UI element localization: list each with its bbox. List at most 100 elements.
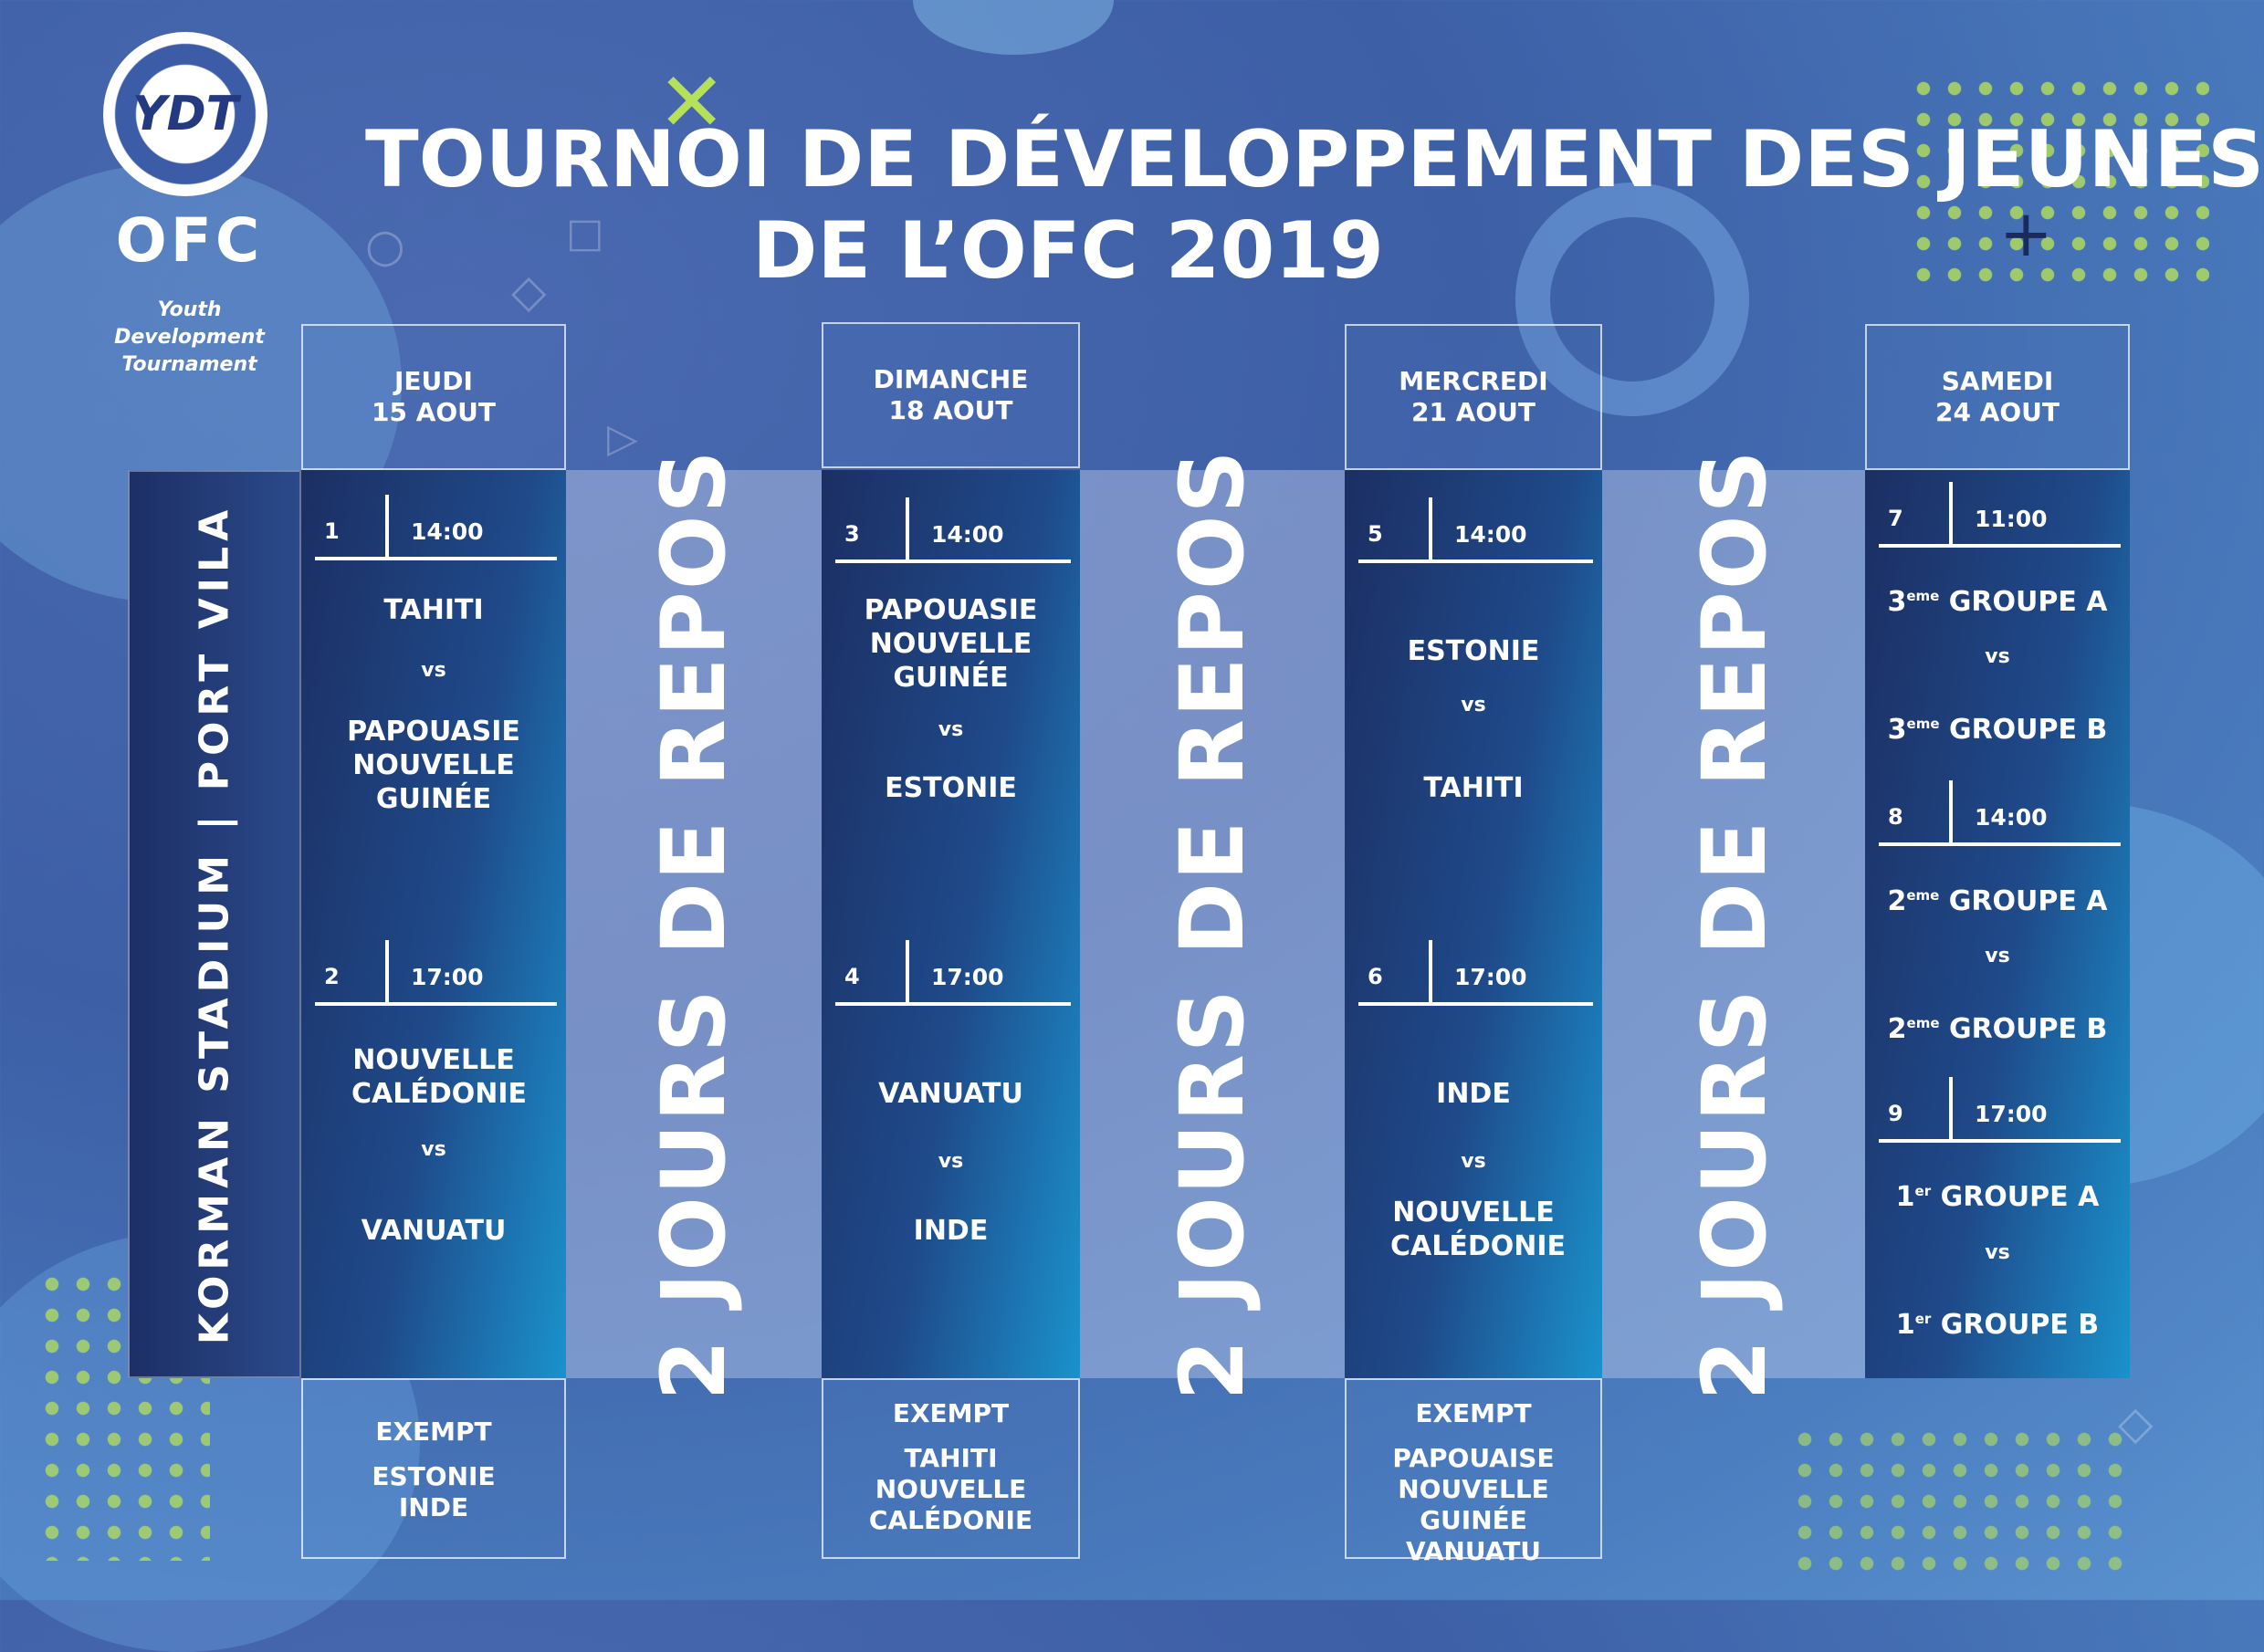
bg-blob xyxy=(913,0,1114,55)
exempt-team: NOUVELLE xyxy=(875,1474,1027,1504)
divider xyxy=(906,497,909,561)
match-time: 14:00 xyxy=(1975,804,2048,831)
divider xyxy=(1429,940,1432,1004)
match-number: 5 xyxy=(1368,521,1383,547)
rank: 2 xyxy=(1887,1013,1907,1045)
square-icon: □ xyxy=(566,210,604,256)
rank-suffix: eme xyxy=(1906,588,1940,604)
title-line2: DE L’OFC 2019 xyxy=(751,205,1385,297)
day-date: 24 AOUT xyxy=(1934,397,2060,427)
divider xyxy=(1879,1139,2121,1143)
page-title: TOURNOI DE DÉVELOPPEMENT DES JEUNES DE L… xyxy=(365,114,2264,297)
match-header: 5 14:00 xyxy=(1345,497,1602,570)
exempt-box: EXEMPT ESTONIE INDE xyxy=(301,1378,566,1559)
exempt-team: NOUVELLE GUINÉE xyxy=(1398,1474,1549,1535)
home-team: 3eme GROUPE A xyxy=(1865,580,2130,619)
group-label: GROUPE A xyxy=(1948,586,2108,618)
vs-label: vs xyxy=(1461,694,1486,716)
away-team: PAPOUASIE NOUVELLE GUINÉE xyxy=(347,716,520,815)
divider xyxy=(1949,780,1953,844)
divider xyxy=(1879,544,2121,548)
day-header: MERCREDI 21 AOUT xyxy=(1345,324,1602,470)
exempt-teams: PAPOUAISE NOUVELLE GUINÉE VANUATU xyxy=(1347,1443,1600,1567)
exempt-team: TAHITI xyxy=(904,1443,998,1473)
divider xyxy=(906,940,909,1004)
match-header: 1 14:00 xyxy=(301,495,566,568)
divider xyxy=(835,1002,1071,1006)
away-team: INDE xyxy=(913,1215,989,1247)
day-header: SAMEDI 24 AOUT xyxy=(1865,324,2130,470)
diamond-icon: ◇ xyxy=(2118,1396,2154,1449)
divider xyxy=(385,495,389,559)
group-label: GROUPE A xyxy=(1948,885,2108,917)
logo-subtitle-line2: Tournament xyxy=(121,353,257,376)
rank: 3 xyxy=(1887,714,1907,746)
away-team: TAHITI xyxy=(1423,772,1524,804)
rank-suffix: er xyxy=(1914,1311,1932,1327)
home-team: PAPOUASIE NOUVELLE GUINÉE xyxy=(864,594,1038,694)
home-team: 2eme GROUPE A xyxy=(1865,879,2130,918)
plus-icon: + xyxy=(1999,196,2053,271)
dot-pattern xyxy=(1908,73,2209,292)
exempt-team: ESTONIE xyxy=(372,1461,496,1491)
day-name: JEUDI xyxy=(394,366,473,396)
logo-subtitle: Youth Development Tournament xyxy=(87,297,292,379)
rank: 1 xyxy=(1895,1181,1915,1213)
match-number: 3 xyxy=(844,521,860,547)
away-team: 2eme GROUPE B xyxy=(1865,1007,2130,1046)
ydt-seal-icon xyxy=(103,32,267,196)
circle-icon: ○ xyxy=(365,219,405,272)
group-label: GROUPE B xyxy=(1940,1309,2100,1341)
diamond-icon: ◇ xyxy=(511,265,547,318)
rank-suffix: eme xyxy=(1906,1015,1940,1031)
match-time: 17:00 xyxy=(1454,964,1527,990)
venue-label: KORMAN STADIUM | PORT VILA xyxy=(191,504,238,1344)
divider xyxy=(1429,497,1432,561)
day-date: 18 AOUT xyxy=(888,395,1013,425)
match-number: 6 xyxy=(1368,964,1383,989)
day-column: 3 14:00 PAPOUASIE NOUVELLE GUINÉE vs EST… xyxy=(822,470,1080,1378)
away-team: VANUATU xyxy=(361,1215,507,1247)
vs-label: vs xyxy=(1985,1241,2010,1264)
vs-label: vs xyxy=(421,659,446,682)
match-number: 8 xyxy=(1888,804,1903,830)
logo-subtitle-line1: Youth Development xyxy=(114,298,265,349)
match-number: 9 xyxy=(1888,1101,1903,1126)
rank: 2 xyxy=(1887,885,1907,917)
divider xyxy=(1949,1077,1953,1141)
group-label: GROUPE A xyxy=(1940,1181,2100,1213)
exempt-label: EXEMPT xyxy=(375,1417,492,1447)
home-team: TAHITI xyxy=(383,594,484,626)
match-time: 14:00 xyxy=(931,521,1004,548)
match-time: 17:00 xyxy=(411,964,484,990)
away-team: 3eme GROUPE B xyxy=(1865,707,2130,747)
match-time: 17:00 xyxy=(931,964,1004,990)
match-time: 14:00 xyxy=(1454,521,1527,548)
match-number: 7 xyxy=(1888,506,1903,531)
match-time: 11:00 xyxy=(1975,506,2048,532)
divider xyxy=(1358,559,1593,563)
exempt-team: INDE xyxy=(398,1492,469,1522)
away-team: NOUVELLE CALÉDONIE xyxy=(1390,1197,1567,1262)
day-name: SAMEDI xyxy=(1941,366,2054,396)
day-date: 21 AOUT xyxy=(1410,397,1536,427)
logo-seal-text: YDT xyxy=(131,87,239,141)
exempt-label: EXEMPT xyxy=(892,1398,1010,1428)
match-header: 4 17:00 xyxy=(822,940,1080,1013)
day-column: 5 14:00 ESTONIE vs TAHITI 6 17:00 INDE v… xyxy=(1345,470,1602,1378)
group-label: GROUPE B xyxy=(1948,1013,2108,1045)
vs-label: vs xyxy=(938,1150,964,1173)
rank: 3 xyxy=(1887,586,1907,618)
rest-label: 2 JOURS DE REPOS xyxy=(1161,447,1263,1401)
away-team: 1er GROUPE B xyxy=(1865,1302,2130,1342)
exempt-label: EXEMPT xyxy=(1415,1398,1532,1428)
group-label: GROUPE B xyxy=(1948,714,2108,746)
ofc-ydt-logo: YDT OFC Youth Development Tournament xyxy=(87,32,292,376)
home-team: 1er GROUPE A xyxy=(1865,1175,2130,1214)
triangle-icon: ▷ xyxy=(607,415,638,462)
exempt-box: EXEMPT TAHITI NOUVELLE CALÉDONIE xyxy=(822,1378,1080,1559)
dot-pattern xyxy=(1789,1424,2136,1579)
match-number: 4 xyxy=(844,964,860,989)
rest-column: 2 JOURS DE REPOS xyxy=(1602,448,1867,1400)
day-header: JEUDI 15 AOUT xyxy=(301,324,566,470)
